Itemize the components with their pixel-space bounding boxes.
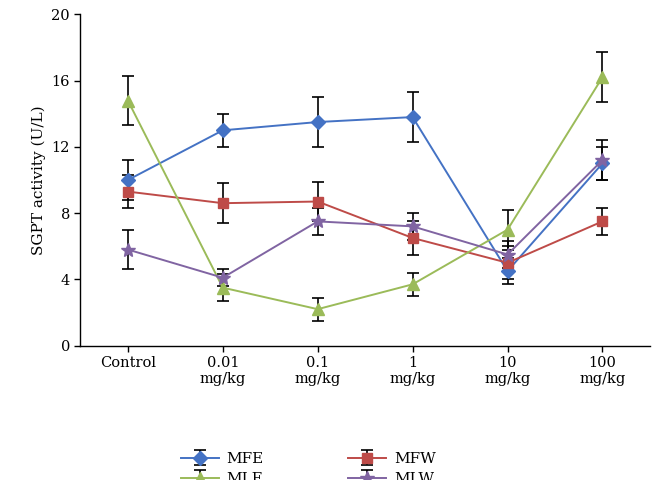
Y-axis label: SGPT activity (U/L): SGPT activity (U/L): [31, 105, 46, 255]
Legend: MFE, MLE, MFW, MLW: MFE, MLE, MFW, MLW: [175, 446, 442, 480]
